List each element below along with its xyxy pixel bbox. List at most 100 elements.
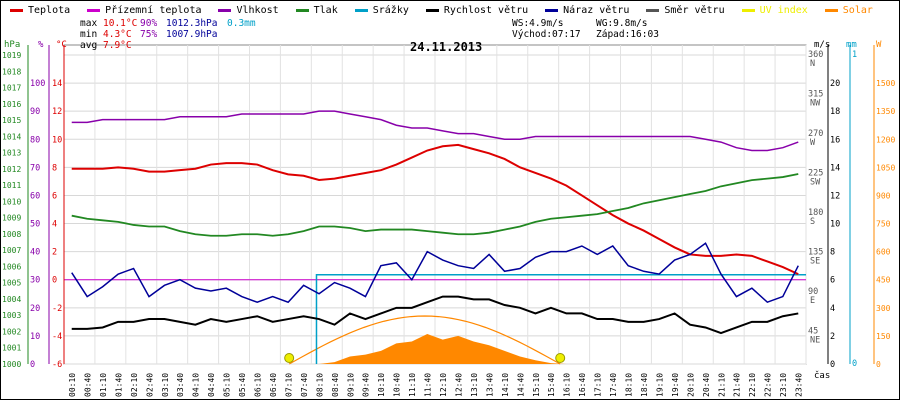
legend-label: Směr větru [664,4,725,16]
time-tick-label: 13:10 [470,373,479,397]
mm-tick-label: 1 [852,50,857,60]
time-tick-label: 23:40 [795,373,804,397]
legend-swatch [87,8,101,12]
temp-axis-label: °C [56,40,67,50]
solar-area [71,334,799,364]
pct-axis-label: % [38,40,44,50]
pct-tick-label: 60 [30,191,40,201]
ms-tick-label: 2 [830,332,835,342]
temperature-line [71,143,799,276]
hpa-tick-label: 1004 [2,295,21,304]
wm2-tick-label: 1350 [876,107,895,116]
rain-line [315,274,806,364]
time-tick-label: 16:10 [563,373,572,397]
time-tick-label: 11:10 [408,373,417,397]
time-tick-label: 06:10 [254,373,263,397]
ms-tick-label: 12 [830,191,840,201]
wm2-tick-label: 1200 [876,135,895,144]
pct-tick-label: 90 [30,107,40,117]
time-tick-label: 11:40 [424,373,433,397]
stat-max-press: 1012.3hPa [166,18,218,29]
legend-swatch [425,8,439,12]
dir-tick-value: 225 [808,169,823,179]
time-tick-label: 22:40 [764,373,773,397]
time-tick-label: 04:40 [207,373,216,397]
ms-tick-label: 20 [830,79,840,89]
time-tick-label: 02:40 [145,373,154,397]
stat-min-temp: 4.3°C [103,29,132,40]
time-tick-label: 17:10 [594,373,603,397]
wm2-tick-label: 750 [876,220,891,229]
stat-wg: WG:9.8m/s [596,18,648,29]
legend-label: Náraz větru [563,4,630,16]
hpa-tick-label: 1010 [2,197,21,206]
wm2-tick-label: 900 [876,191,891,200]
hpa-tick-label: 1007 [2,246,21,255]
stat-min-press: 1007.9hPa [166,29,218,40]
ms-tick-label: 10 [830,220,840,230]
legend-label: Srážky [372,4,409,16]
dir-tick-value: 270 [808,129,823,139]
dir-tick-value: 135 [808,248,823,258]
time-tick-label: 12:10 [439,373,448,397]
dir-tick-value: 90 [808,287,818,297]
time-tick-label: 04:10 [192,373,201,397]
time-tick-label: 02:10 [130,373,139,397]
hpa-tick-label: 1012 [2,165,21,174]
time-tick-label: 07:40 [300,373,309,397]
hpa-axis-label: hPa [4,40,20,50]
stat-avg-temp: 7.9°C [103,40,132,51]
pressure-line [71,173,799,237]
ms-tick-label: 16 [830,135,840,145]
stat-rain: 0.3mm [227,18,256,29]
pct-tick-label: 0 [30,360,35,370]
stats-labels: max min avg [80,18,97,51]
stat-ws: WS:4.9m/s [512,18,564,29]
time-tick-label: 14:40 [516,373,525,397]
pct-tick-label: 100 [30,79,45,89]
hpa-tick-label: 1000 [2,360,21,369]
ms-tick-label: 0 [830,360,835,370]
time-tick-label: 23:10 [779,373,788,397]
temp-tick-label: 14 [52,79,62,89]
pct-tick-label: 80 [30,135,40,145]
legend-swatch [545,8,559,12]
time-tick-label: 10:40 [393,373,402,397]
wind-speed-line [71,295,799,335]
dir-tick-name: NE [810,336,820,346]
time-tick-label: 03:10 [161,373,170,397]
time-tick-label: 07:10 [284,373,293,397]
time-tick-label: 22:10 [748,373,757,397]
time-tick-label: 05:40 [238,373,247,397]
wm2-tick-label: 150 [876,332,891,341]
legend-item: Solar [824,3,873,17]
wm2-tick-label: 1050 [876,163,895,172]
hpa-tick-label: 1006 [2,262,21,271]
dir-tick-name: SW [810,178,821,188]
dir-tick-name: SE [810,257,820,267]
pct-tick-label: 20 [30,304,40,314]
ms-tick-label: 18 [830,107,840,117]
stats-wind: WS:4.9m/s Východ:07:17 [512,18,581,40]
temp-tick-label: 2 [52,248,57,258]
hpa-tick-label: 1013 [2,149,21,158]
legend-item: Rychlost větru [425,3,528,17]
legend-item: Teplota [10,3,70,17]
ms-tick-label: 4 [830,304,835,314]
legend-swatch [646,8,660,12]
legend-item: Vlhkost [218,3,279,17]
time-tick-label: 00:10 [68,373,77,397]
wind-gust-line [71,242,799,304]
legend-item: Náraz větru [545,3,629,17]
pct-tick-label: 30 [30,276,40,286]
dir-tick-value: 315 [808,90,823,100]
time-tick-label: 20:10 [686,373,695,397]
ms-axis-label: m/s [814,40,830,50]
temp-tick-label: 10 [52,135,62,145]
time-tick-label: 06:40 [269,373,278,397]
hpa-tick-label: 1005 [2,279,21,288]
time-tick-label: 01:40 [114,373,123,397]
stats-temp: 10.1°C 4.3°C 7.9°C [103,18,137,51]
hpa-tick-label: 1019 [2,51,21,60]
